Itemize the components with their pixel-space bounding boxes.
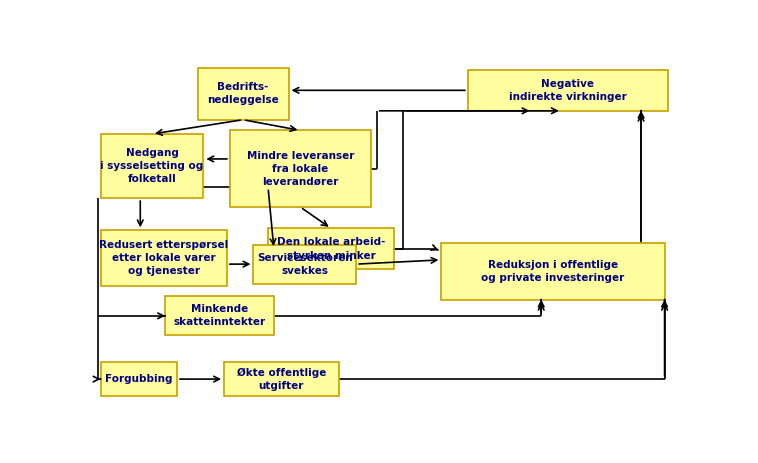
Text: Den lokale arbeid-
styrken minker: Den lokale arbeid- styrken minker [277, 238, 385, 261]
FancyBboxPatch shape [468, 70, 668, 111]
Text: Økte offentlige
utgifter: Økte offentlige utgifter [236, 367, 326, 391]
FancyBboxPatch shape [101, 230, 227, 286]
FancyBboxPatch shape [198, 68, 289, 120]
FancyBboxPatch shape [253, 244, 356, 284]
FancyBboxPatch shape [224, 362, 339, 396]
FancyBboxPatch shape [101, 362, 177, 396]
Text: Redusert etterspørsel
etter lokale varer
og tjenester: Redusert etterspørsel etter lokale varer… [99, 240, 228, 276]
Text: Reduksjon i offentlige
og private investeringer: Reduksjon i offentlige og private invest… [481, 260, 625, 283]
Text: Negative
indirekte virkninger: Negative indirekte virkninger [509, 79, 627, 102]
FancyBboxPatch shape [101, 134, 203, 198]
Text: Forgubbing: Forgubbing [105, 374, 173, 384]
Text: Bedrifts-
nedleggelse: Bedrifts- nedleggelse [207, 82, 279, 106]
Text: Minkende
skatteinntekter: Minkende skatteinntekter [174, 304, 265, 327]
FancyBboxPatch shape [441, 243, 665, 300]
FancyBboxPatch shape [268, 228, 394, 269]
Text: Servicesektoren
svekkes: Servicesektoren svekkes [257, 252, 352, 276]
FancyBboxPatch shape [230, 131, 371, 207]
FancyBboxPatch shape [165, 296, 274, 335]
Text: Nedgang
i sysselsetting og
folketall: Nedgang i sysselsetting og folketall [100, 148, 204, 184]
Text: Mindre leveranser
fra lokale
leverandører: Mindre leveranser fra lokale leverandøre… [246, 150, 354, 187]
